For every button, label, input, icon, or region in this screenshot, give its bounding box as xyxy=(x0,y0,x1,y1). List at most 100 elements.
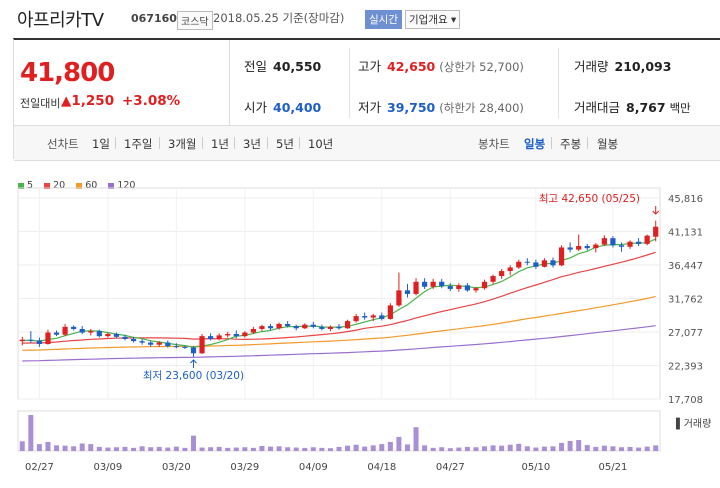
candle-body xyxy=(344,321,351,329)
volume-bar xyxy=(524,446,530,451)
volume-label: 거래량 xyxy=(574,59,609,74)
market-badge: 코스닥 xyxy=(177,11,213,30)
volume-bar xyxy=(396,436,402,451)
period-divider xyxy=(267,137,268,149)
price-change-percent: +3.08% xyxy=(122,93,181,109)
legend-ma60-label: 60 xyxy=(85,180,98,191)
candle-body xyxy=(53,332,60,335)
candle-body xyxy=(122,336,128,339)
candle-body xyxy=(362,316,368,318)
legend-ma20: 20 xyxy=(44,180,65,191)
candle-body xyxy=(618,245,625,247)
volume-bar xyxy=(122,446,128,451)
volume-bar xyxy=(28,415,34,451)
volume-bar xyxy=(387,441,393,451)
candle-body xyxy=(490,276,496,282)
candle-body xyxy=(353,316,359,322)
volume-bar xyxy=(447,448,453,451)
prev-close-stat: 전일 40,550 xyxy=(244,56,321,75)
volume-bar xyxy=(550,446,556,451)
realtime-button[interactable]: 실시간 xyxy=(365,10,402,29)
quote-panel: 41,800 전일대비 ▲1,250 +3.08% 전일 40,550 고가 42,… xyxy=(13,38,720,161)
company-info-dropdown[interactable]: 기업개요 ▾ xyxy=(405,10,461,29)
period-3m[interactable]: 3개월 xyxy=(168,137,197,151)
candle-body xyxy=(473,288,479,291)
volume-bar xyxy=(285,447,291,451)
candle-daily[interactable]: 일봉 xyxy=(524,137,546,151)
annotation-high-arrow xyxy=(652,206,660,215)
legend-swatch xyxy=(44,182,51,189)
volume-bar xyxy=(293,447,299,451)
candle-body xyxy=(79,328,85,333)
y-tick-label: 22,393 xyxy=(668,361,703,372)
x-tick-label: 03/20 xyxy=(162,462,191,473)
volume-bar xyxy=(482,446,488,451)
as-of-date: 2018.05.25 기준(장마감) xyxy=(213,11,345,25)
period-divider xyxy=(115,137,116,149)
y-tick-label: 31,762 xyxy=(668,295,703,306)
candle-body xyxy=(71,326,77,329)
volume-bar xyxy=(422,445,428,451)
period-3y[interactable]: 3년 xyxy=(243,137,261,151)
candle-body xyxy=(396,290,402,306)
legend-ma60: 60 xyxy=(76,180,97,191)
annotation-low-arrow xyxy=(190,359,197,368)
candle-body xyxy=(310,324,316,327)
candle-body xyxy=(567,247,573,250)
volume-bar xyxy=(370,445,376,451)
candlestick-chart[interactable]: 45,816 41,131 36,447 31,762 27,077 22,393 17,7… xyxy=(0,170,720,488)
volume-bar xyxy=(54,445,60,451)
volume-bar xyxy=(541,446,547,451)
low-value: 39,750 xyxy=(387,100,436,115)
period-5y[interactable]: 5년 xyxy=(276,137,294,151)
volume-bar xyxy=(653,445,659,451)
volume-value: 210,093 xyxy=(614,59,672,74)
candle-body xyxy=(165,342,171,347)
volume-bar xyxy=(233,447,239,451)
open-label: 시가 xyxy=(244,100,268,115)
candle-body xyxy=(533,262,539,267)
period-1d[interactable]: 1일 xyxy=(92,137,110,151)
candle-body xyxy=(327,326,334,329)
candle-body xyxy=(550,260,556,266)
candle-weekly[interactable]: 주봉 xyxy=(560,137,582,151)
volume-bar xyxy=(430,447,436,451)
volume-bar xyxy=(36,444,42,451)
candle-body xyxy=(653,226,659,237)
candle-body xyxy=(422,281,428,287)
candle-body xyxy=(199,336,205,354)
period-divider xyxy=(159,137,160,149)
period-10y[interactable]: 10년 xyxy=(308,137,334,151)
period-1w[interactable]: 1주일 xyxy=(124,137,153,151)
volume-bar xyxy=(259,445,265,451)
volume-bar xyxy=(310,447,316,451)
volume-bar xyxy=(490,445,496,451)
current-price-box: 41,800 전일대비 ▲1,250 +3.08% xyxy=(14,40,230,126)
legend-swatch xyxy=(18,182,24,189)
volume-bar xyxy=(464,446,470,451)
x-tick-label: 03/09 xyxy=(93,462,122,473)
volume-bar xyxy=(302,447,308,451)
candle-body xyxy=(413,281,419,294)
legend-swatch xyxy=(108,182,115,189)
volume-bar xyxy=(156,446,162,451)
low-stat: 저가 39,750 (하한가 28,400) xyxy=(358,97,524,116)
volume-bar xyxy=(62,445,68,451)
volume-bar xyxy=(216,446,222,451)
stock-name: 아프리카TV xyxy=(17,10,104,31)
moving-average-ma60 xyxy=(22,295,656,351)
volume-bar xyxy=(113,447,119,451)
candle-body xyxy=(139,341,145,343)
candle-body xyxy=(430,281,436,287)
candle-body xyxy=(285,323,291,327)
candle-body xyxy=(105,333,111,337)
volume-bar xyxy=(627,446,633,451)
candle-body xyxy=(267,326,274,329)
candle-monthly[interactable]: 월봉 xyxy=(597,137,619,151)
prev-close-value: 40,550 xyxy=(273,59,322,74)
volume-bar xyxy=(182,447,188,451)
period-1y[interactable]: 1년 xyxy=(211,137,229,151)
price-chart-area[interactable]: 5 20 60 120 45,816 41,131 36,447 31,762 27,0… xyxy=(0,170,720,488)
annotation-low: 최저 23,600 (03/20) xyxy=(143,370,244,382)
change-label: 전일대비 xyxy=(20,97,61,110)
